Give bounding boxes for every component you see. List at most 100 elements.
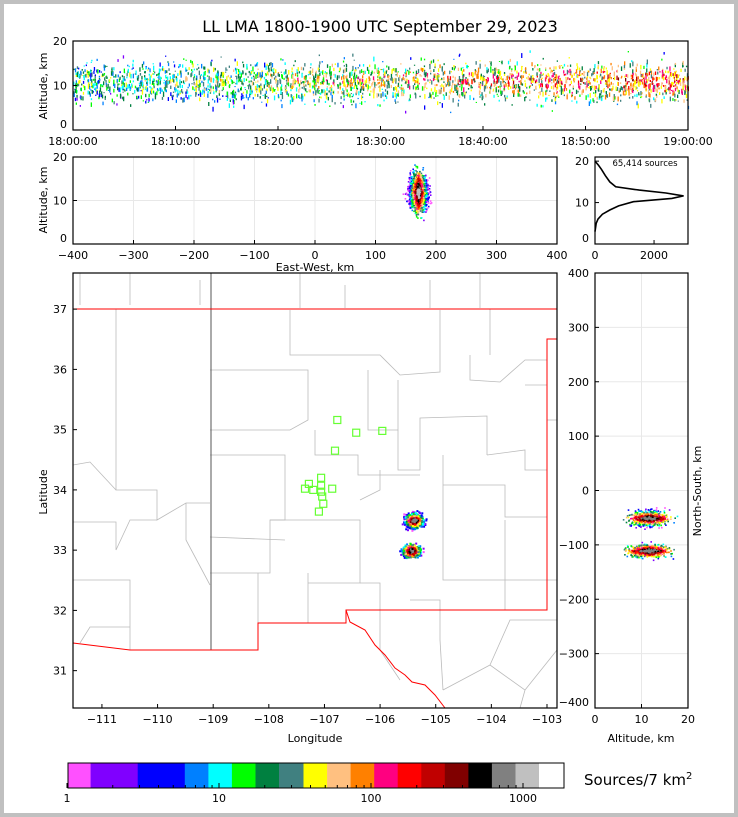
source-mark: [382, 68, 385, 73]
source-mark: [385, 95, 387, 97]
source-mark: [333, 67, 335, 71]
source-mark: [275, 92, 277, 94]
county-boundary: [367, 370, 399, 431]
source-mark: [141, 75, 143, 80]
source-mark: [466, 78, 469, 83]
source-mark: [182, 97, 184, 103]
source-mark: [330, 85, 333, 88]
source-mark: [499, 85, 501, 88]
source-pixel: [423, 182, 425, 185]
source-mark: [301, 93, 303, 95]
source-mark: [343, 65, 345, 67]
source-mark: [136, 87, 139, 92]
source-mark: [404, 77, 406, 81]
source-pixel: [410, 555, 413, 558]
source-mark: [154, 92, 157, 95]
source-mark: [220, 56, 222, 58]
source-pixel: [418, 554, 421, 557]
source-mark: [201, 63, 203, 69]
source-mark: [384, 84, 386, 88]
source-mark: [496, 80, 498, 84]
source-mark: [596, 74, 598, 80]
source-mark: [453, 67, 455, 71]
source-mark: [167, 62, 170, 67]
source-pixel: [412, 168, 414, 171]
source-mark: [675, 70, 677, 73]
source-pixel: [421, 178, 423, 180]
source-mark: [141, 90, 144, 95]
source-mark: [430, 72, 432, 75]
source-mark: [149, 75, 151, 80]
source-pixel: [418, 191, 420, 194]
source-mark: [415, 70, 418, 75]
source-mark: [206, 88, 208, 91]
source-mark: [127, 68, 129, 73]
source-mark: [292, 86, 295, 88]
source-mark: [90, 89, 92, 91]
source-mark: [300, 95, 303, 99]
source-pixel: [408, 514, 411, 517]
source-mark: [152, 98, 154, 102]
source-pixel: [415, 200, 418, 202]
source-mark: [621, 87, 624, 91]
source-mark: [174, 83, 177, 88]
source-mark: [570, 70, 572, 74]
source-mark: [364, 101, 366, 103]
source-mark: [277, 87, 279, 91]
source-mark: [657, 71, 659, 75]
source-mark: [134, 89, 136, 94]
count-tick-label: 2000: [640, 249, 668, 262]
source-mark: [596, 80, 598, 83]
source-mark: [76, 72, 79, 78]
source-mark: [82, 71, 85, 74]
source-mark: [468, 74, 470, 77]
source-mark: [452, 90, 455, 93]
source-mark: [93, 70, 95, 74]
source-mark: [225, 83, 227, 86]
source-mark: [171, 96, 174, 101]
source-mark: [588, 70, 590, 73]
source-mark: [528, 85, 531, 89]
source-pixel: [410, 199, 413, 202]
source-mark: [159, 92, 161, 94]
source-mark: [659, 71, 661, 73]
source-mark: [350, 78, 352, 83]
source-mark: [194, 87, 196, 91]
source-pixel: [408, 177, 411, 180]
source-pixel: [421, 191, 423, 193]
source-mark: [549, 77, 551, 82]
source-mark: [343, 82, 346, 86]
source-mark: [310, 63, 312, 66]
source-mark: [563, 63, 566, 67]
source-pixel: [422, 176, 424, 178]
source-mark: [406, 71, 408, 73]
source-mark: [119, 87, 121, 93]
source-pixel: [401, 550, 403, 553]
source-mark: [309, 67, 312, 69]
source-mark: [127, 84, 129, 88]
source-mark: [546, 97, 548, 100]
source-mark: [686, 85, 688, 89]
source-mark: [589, 68, 591, 71]
source-mark: [199, 92, 202, 97]
source-mark: [408, 99, 410, 102]
source-mark: [312, 68, 314, 74]
source-mark: [573, 72, 575, 76]
source-mark: [504, 82, 506, 84]
source-pixel: [414, 191, 417, 194]
county-boundary: [359, 470, 381, 501]
source-pixel: [425, 190, 427, 193]
source-mark: [382, 91, 384, 97]
source-pixel: [409, 525, 412, 528]
source-mark: [144, 86, 147, 91]
source-mark: [132, 93, 134, 95]
source-mark: [623, 68, 626, 70]
source-mark: [616, 103, 619, 106]
source-pixel: [406, 556, 409, 559]
source-mark: [493, 78, 495, 82]
source-pixel: [422, 177, 424, 179]
source-mark: [379, 68, 382, 71]
source-mark: [553, 66, 555, 70]
source-mark: [632, 69, 634, 73]
county-boundary: [504, 520, 557, 581]
